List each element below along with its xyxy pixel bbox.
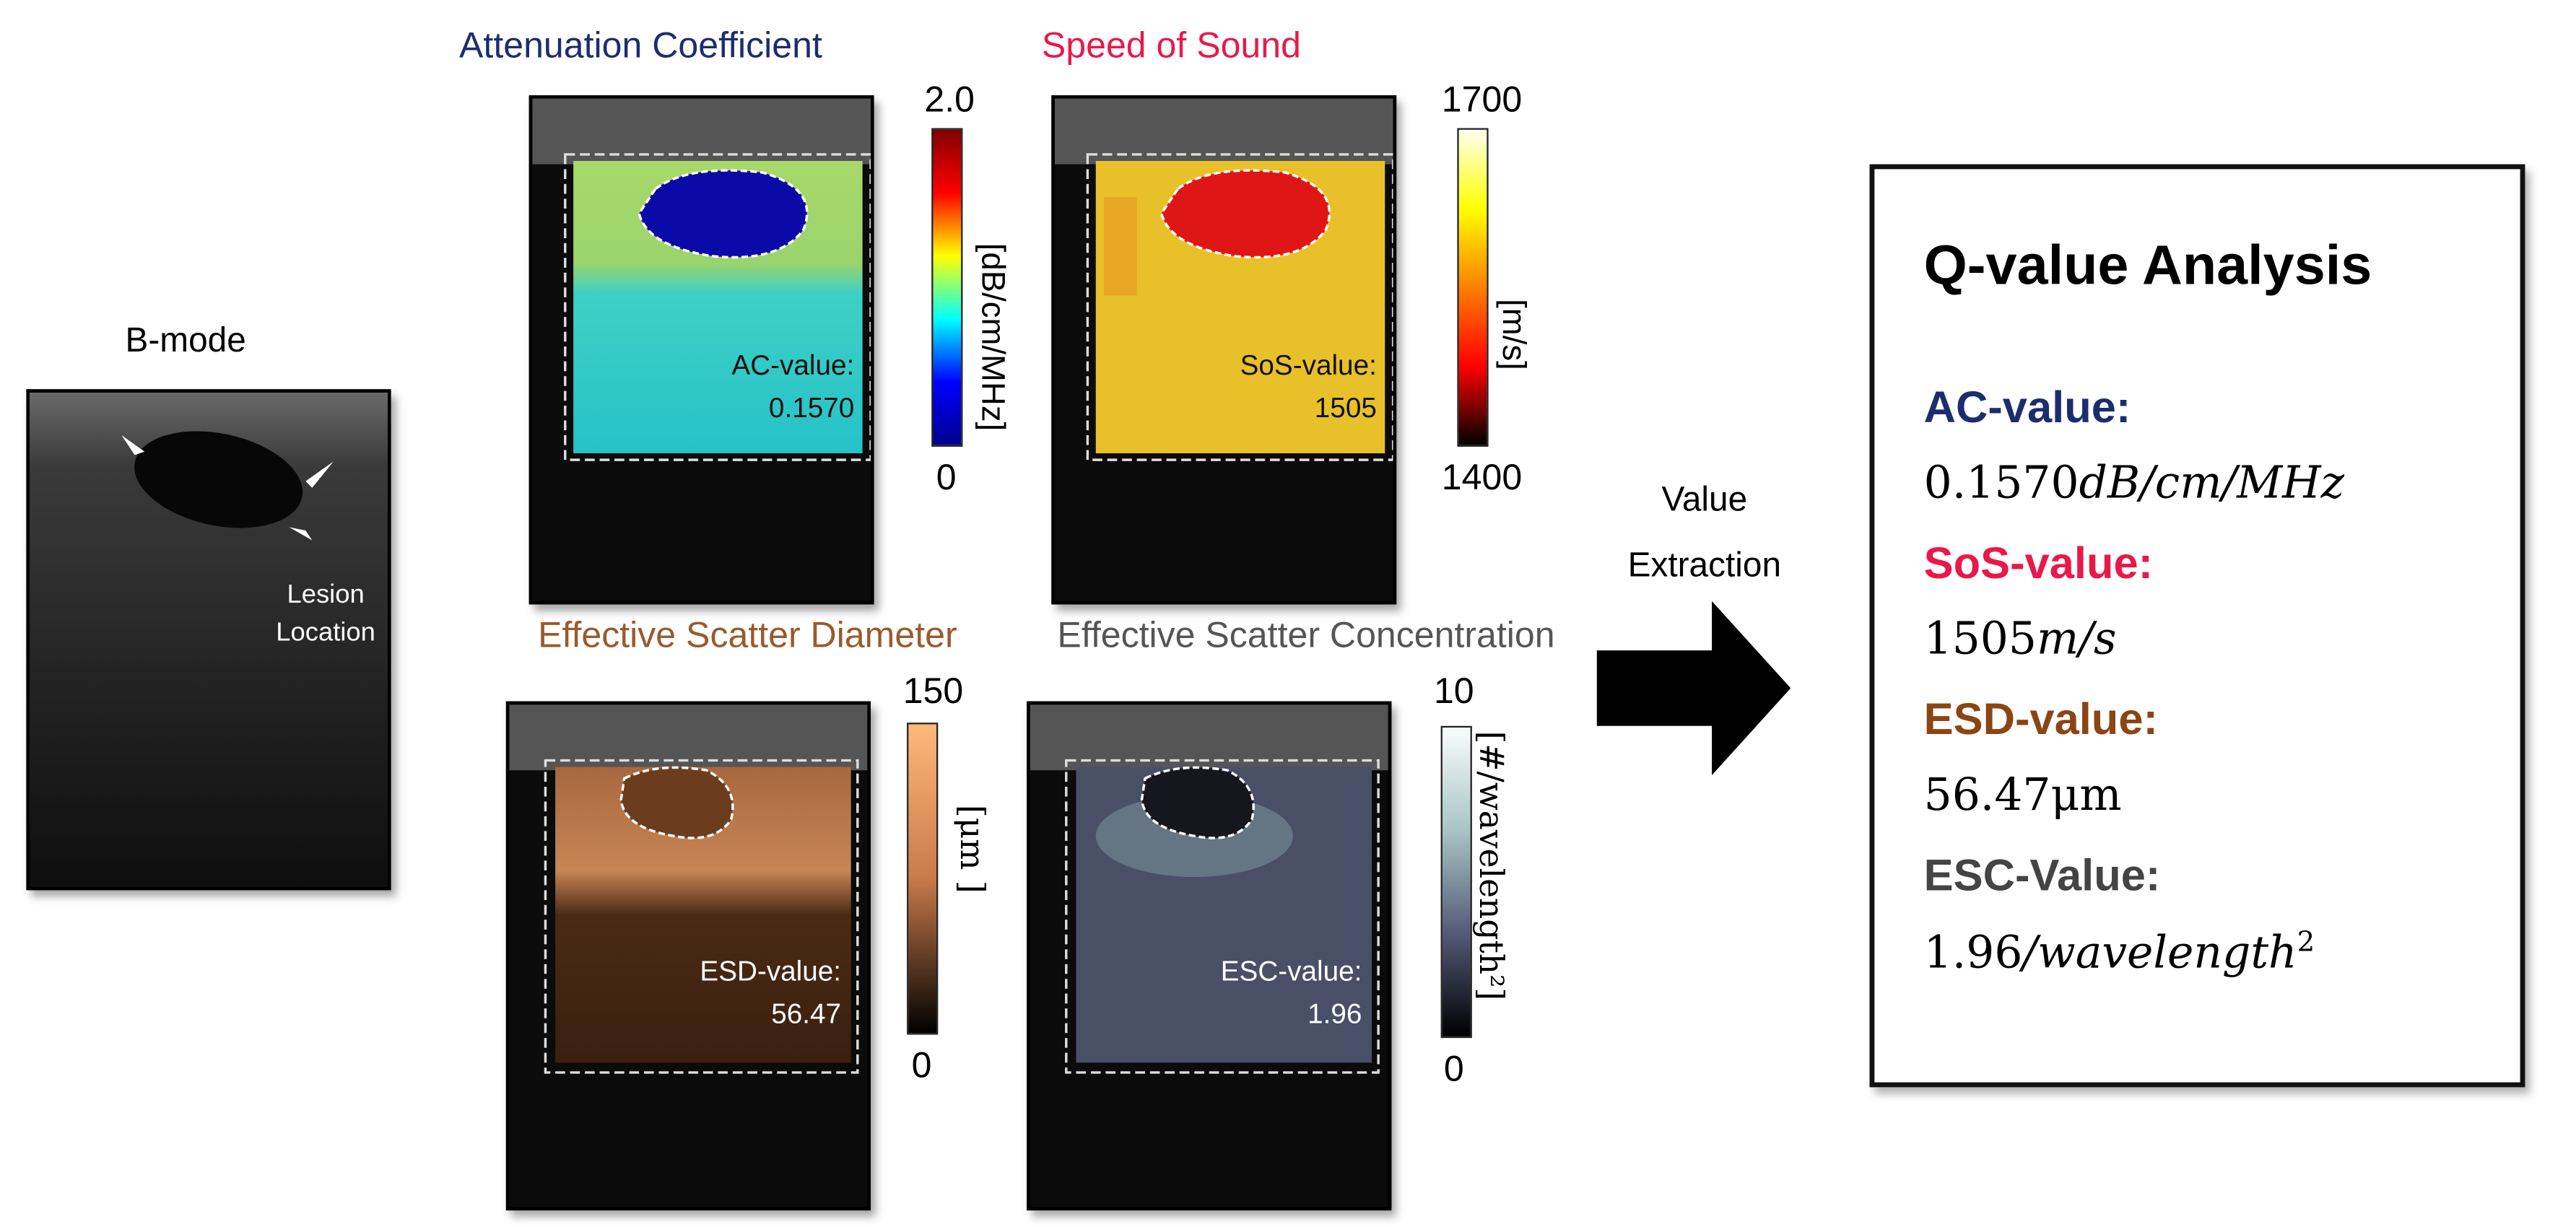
sos-value-label: SoS-value: [1240, 349, 1377, 381]
esd-colorbar [907, 722, 939, 1035]
sos-title: Speed of Sound [1041, 25, 1301, 66]
q-sos-unit: m/s [2036, 614, 2117, 665]
sos-cb-max: 1700 [1441, 79, 1523, 121]
esc-overlay [1030, 704, 1388, 1074]
esd-cb-max: 150 [902, 670, 964, 712]
q-esc-number: 1.96 [1923, 927, 2023, 979]
ac-title: Attenuation Coefficient [459, 25, 822, 66]
esc-map: ESC-value: 1.96 [1027, 701, 1392, 1211]
esc-cb-max: 10 [1433, 670, 1474, 712]
esd-map: ESD-value: 56.47 [505, 701, 871, 1211]
esc-cb-min: 0 [1443, 1047, 1464, 1089]
lesion-location-label: Lesion Location [276, 577, 375, 652]
esd-overlay [509, 704, 868, 1074]
ac-cb-max: 2.0 [924, 79, 975, 121]
ac-colorbar [931, 128, 963, 447]
q-esd-number: 56.47 [1923, 770, 2051, 821]
q-esd-label: ESD-value: [1923, 694, 2158, 744]
bmode-title: B-mode [125, 321, 246, 360]
sos-colorbar [1457, 128, 1489, 447]
q-sos-number: 1505 [1923, 614, 2037, 665]
q-ac-number: 0.1570 [1923, 458, 2079, 510]
esc-unit: [#/wavelength²] [1471, 730, 1512, 1001]
q-esc-label: ESC-Value: [1923, 850, 2161, 900]
bmode-image: Lesion Location [26, 389, 391, 891]
lesion-label-line2: Location [276, 619, 375, 647]
value-extraction-line2: Extraction [1627, 546, 1782, 585]
q-sos-label: SoS-value: [1923, 538, 2154, 588]
esc-value-label: ESC-value: [1220, 956, 1362, 987]
ac-cb-min: 0 [936, 456, 957, 498]
ac-value-label: AC-value: [731, 349, 855, 381]
sos-value: 1505 [1314, 392, 1377, 424]
q-esc-sup: 2 [2297, 926, 2315, 959]
esd-title: Effective Scatter Diameter [538, 614, 957, 655]
sos-unit: [m/s] [1494, 299, 1531, 370]
esc-colorbar [1440, 725, 1472, 1039]
esc-value: 1.96 [1307, 998, 1362, 1030]
q-value-title: Q-value Analysis [1923, 235, 2372, 297]
sos-map: SoS-value: 1505 [1051, 95, 1397, 605]
right-arrow-icon [1596, 601, 1791, 776]
esd-value: 56.47 [771, 998, 842, 1030]
sos-cb-min: 1400 [1441, 456, 1523, 498]
value-extraction-line1: Value [1661, 481, 1748, 520]
esd-value-label: ESD-value: [700, 956, 842, 987]
esd-unit: [μm ] [952, 804, 993, 894]
q-esd-unit: μm [2050, 770, 2122, 821]
bmode-ultrasound [29, 392, 388, 887]
ac-value: 0.1570 [768, 392, 855, 424]
ac-map: AC-value: 0.1570 [528, 95, 874, 605]
esc-title: Effective Scatter Concentration [1057, 614, 1555, 655]
sos-overlay [1054, 98, 1393, 461]
q-esc-unit: /wavelength [2022, 927, 2297, 979]
lesion-label-line1: Lesion [287, 581, 365, 610]
ac-overlay [532, 98, 871, 461]
value-extraction-label: Value Extraction [1610, 468, 1799, 600]
esd-cb-min: 0 [911, 1044, 932, 1086]
q-ac-label: AC-value: [1923, 383, 2131, 432]
q-ac-unit: dB/cm/MHz [2079, 458, 2345, 510]
q-value-analysis-box: Q-value Analysis AC-value: 0.1570dB/cm/M… [1869, 164, 2525, 1088]
ac-unit: [dB/cm/MHz] [974, 243, 1011, 432]
